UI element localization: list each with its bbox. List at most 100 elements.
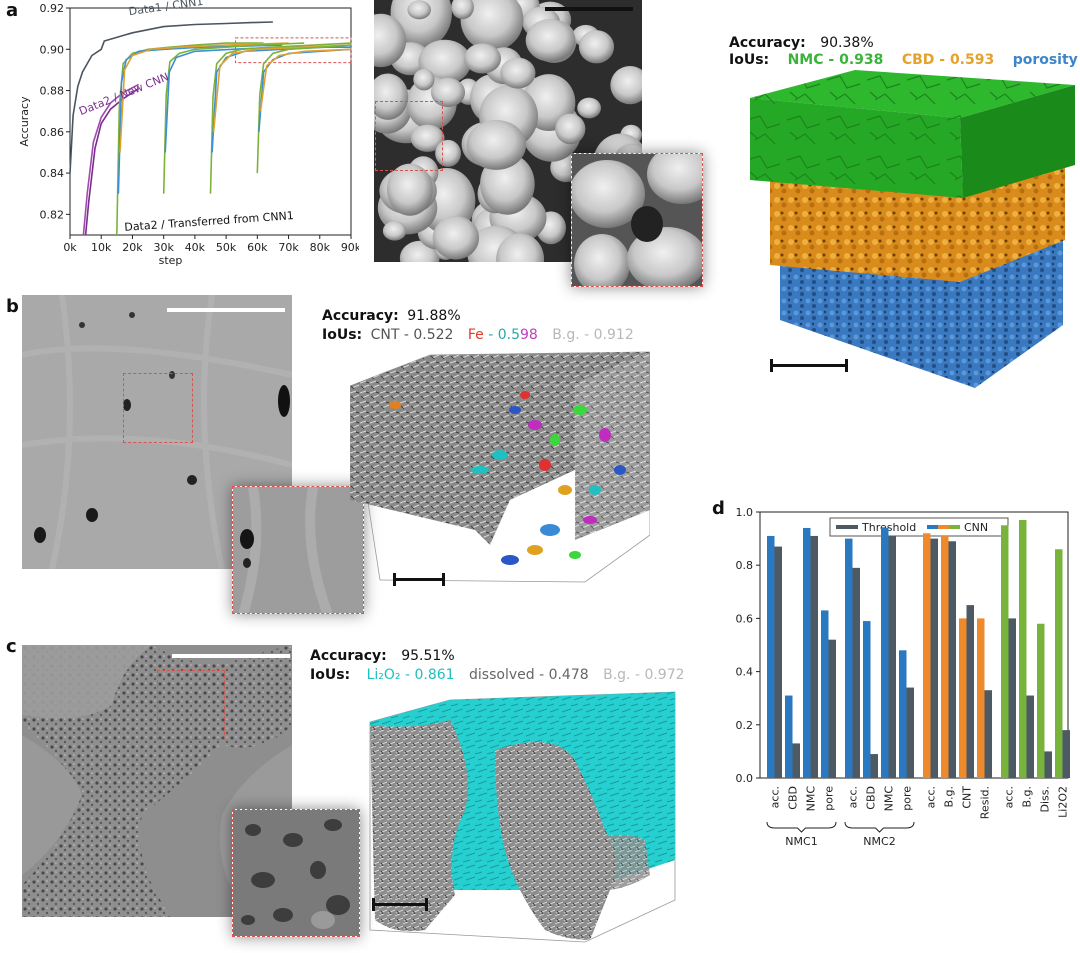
x-tick-label: 60k	[247, 241, 268, 254]
accuracy-value: 95.51%	[401, 648, 455, 664]
x-tick-label: Diss.	[1039, 786, 1052, 813]
y-tick-label: 0.0	[736, 772, 754, 785]
nmc-particle	[500, 57, 536, 89]
nmc-particle	[382, 221, 407, 241]
accuracy-value: 91.88%	[407, 308, 461, 324]
annotation-data2-transferred: Data2 / Transferred from CNN1	[124, 209, 294, 234]
scale-bar-b-3d	[393, 573, 445, 586]
group-label: NMC2	[863, 835, 895, 848]
ious-label: IoUs:	[729, 52, 770, 68]
nmc-particle	[577, 97, 601, 119]
li2o2-3d-segmentation-render	[369, 691, 676, 943]
nmc-particle	[610, 66, 642, 105]
fe-particles	[389, 391, 626, 565]
bar-cnn	[1055, 549, 1063, 778]
ious-label: IoUs:	[310, 667, 351, 683]
iou-fe: Fe	[467, 327, 484, 343]
bar-cnn	[785, 695, 793, 778]
scale-bar-a-3d	[770, 359, 848, 372]
x-tick-label: pore	[901, 786, 914, 811]
bar-cnn	[899, 650, 907, 778]
x-tick-label: 50k	[216, 241, 237, 254]
nmc-particle	[578, 30, 615, 64]
x-tick-label: Resid.	[979, 786, 992, 819]
bar-cnn	[959, 618, 967, 778]
ious-label: IoUs:	[322, 327, 363, 343]
zoom-region-c	[157, 670, 225, 740]
y-tick-label: 0.86	[40, 126, 65, 139]
accuracy-label: Accuracy:	[729, 35, 806, 51]
x-tick-label: acc.	[769, 786, 782, 808]
bar-threshold	[906, 687, 914, 778]
bar-threshold	[792, 743, 800, 778]
bar-cnn	[863, 621, 871, 778]
bar-threshold	[828, 639, 836, 778]
x-tick-label: 40k	[185, 241, 206, 254]
x-tick-label: NMC	[805, 786, 818, 812]
iou-cnt: CNT - 0.522	[370, 327, 454, 343]
panel-letter-d: d	[712, 498, 725, 519]
bar-threshold	[1044, 751, 1052, 778]
series-line	[119, 42, 289, 153]
bar-cnn	[923, 533, 931, 778]
bar-cnn	[767, 535, 775, 778]
x-tick-label: CBD	[865, 786, 878, 810]
x-tick-label: acc.	[847, 786, 860, 808]
x-tick-label: 20k	[122, 241, 143, 254]
nmc-particle	[374, 13, 407, 68]
nmc-particle	[463, 43, 502, 74]
series-line	[69, 21, 273, 174]
accuracy-a: Accuracy: 90.38%	[729, 35, 874, 51]
x-tick-label: CNT	[961, 786, 974, 809]
bar-cnn	[1001, 525, 1009, 778]
y-tick-label: 0.90	[40, 43, 65, 56]
ious-a: IoUs: NMC - 0.938 CBD - 0.593 porosity -…	[729, 52, 1080, 68]
bar-cnn	[1037, 623, 1045, 778]
x-tick-label: 80k	[310, 241, 331, 254]
x-tick-label: acc.	[1003, 786, 1016, 808]
x-tick-label: B.g.	[943, 786, 956, 808]
bar-threshold	[888, 535, 896, 778]
nmc-particle	[451, 0, 474, 20]
x-tick-label: Li2O2	[1057, 786, 1070, 818]
series-line	[162, 42, 305, 194]
group-bracket	[844, 821, 915, 833]
x-tick-label: pore	[823, 786, 836, 811]
bar-threshold	[1062, 730, 1070, 778]
iou-nmc: NMC - 0.938	[787, 52, 884, 68]
x-tick-label: acc.	[925, 786, 938, 808]
zoom-region-b	[123, 373, 193, 443]
y-axis-label: Accuracy	[18, 96, 31, 147]
bar-threshold	[948, 541, 956, 778]
bar-threshold	[810, 535, 818, 778]
iou-fe-val-a: 0.5	[497, 327, 521, 343]
series-line	[209, 42, 352, 194]
nmc-particle	[386, 163, 433, 216]
series-line	[116, 42, 264, 236]
legend-label-threshold: Threshold	[861, 521, 916, 534]
accuracy-c: Accuracy: 95.51%	[310, 648, 455, 664]
accuracy-b: Accuracy: 91.88%	[322, 308, 461, 324]
x-tick-label: 70k	[278, 241, 299, 254]
bar-cnn	[881, 527, 889, 778]
nmc-particle	[374, 73, 409, 120]
bar-threshold	[852, 567, 860, 778]
zoom-inset-a	[571, 153, 703, 287]
bar-threshold	[966, 605, 974, 778]
accuracy-label: Accuracy:	[322, 308, 399, 324]
legend-label-cnn: CNN	[964, 521, 988, 534]
y-tick-label: 0.88	[40, 85, 65, 98]
bar-cnn	[941, 535, 949, 778]
scale-bar-b-micro	[167, 308, 285, 312]
nmc-particle	[410, 124, 445, 152]
iou-comparison-bar-chart: 0.0 0.2 0.4 0.6 0.8 1.0 Threshold CNN acc. CBD NMC…	[736, 508, 1070, 848]
nmc-particle	[413, 68, 435, 91]
iou-fe-val-b: 98	[520, 327, 538, 343]
plateau-zoom-box	[234, 37, 352, 64]
bar-cnn	[845, 538, 853, 778]
nmc-particle	[460, 0, 524, 51]
legend: Threshold CNN	[829, 517, 1009, 537]
nmc-particle	[466, 120, 527, 170]
ious-c: IoUs: Li₂O₂ - 0.861 dissolved - 0.478 B.…	[310, 667, 685, 683]
ious-b: IoUs: CNT - 0.522 Fe - 0.598 B.g. - 0.91…	[322, 327, 634, 343]
